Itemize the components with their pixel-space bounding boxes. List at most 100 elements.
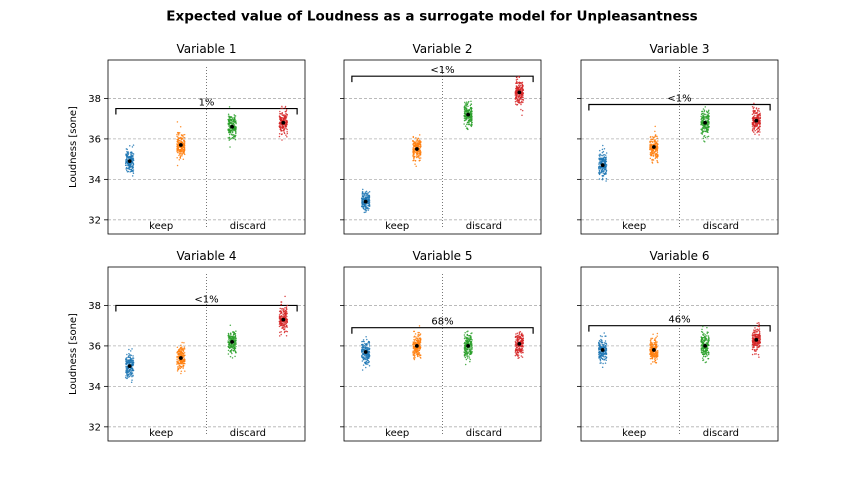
sample-point xyxy=(182,146,185,148)
sample-point xyxy=(704,355,707,358)
sample-point xyxy=(367,341,369,344)
sample-point xyxy=(654,154,657,156)
sample-point xyxy=(705,342,708,344)
sample-point xyxy=(706,111,708,114)
sample-point xyxy=(132,363,135,366)
sample-point xyxy=(601,343,603,345)
sample-point xyxy=(463,337,466,340)
sample-point xyxy=(176,157,178,159)
sample-point xyxy=(701,357,704,359)
sample-point xyxy=(180,138,183,141)
sample-point xyxy=(655,346,658,349)
sample-point xyxy=(282,114,284,117)
sample-point xyxy=(125,359,127,361)
group-label-discard: discard xyxy=(230,221,266,232)
sample-point xyxy=(235,122,237,125)
sample-point xyxy=(704,352,706,354)
sample-point xyxy=(515,342,517,344)
sample-point xyxy=(283,310,285,312)
sample-point xyxy=(235,127,237,130)
sample-point xyxy=(758,328,761,330)
sample-point xyxy=(182,350,184,352)
sample-point xyxy=(463,334,466,336)
sample-point xyxy=(181,365,183,368)
sample-point xyxy=(418,352,420,354)
sample-point xyxy=(368,190,371,193)
sample-point xyxy=(360,349,363,352)
sample-point xyxy=(706,326,708,329)
sample-point xyxy=(518,102,521,104)
sample-point xyxy=(366,196,368,199)
sample-point xyxy=(279,307,281,310)
sample-point xyxy=(754,117,757,120)
sample-point xyxy=(234,333,236,335)
sample-point xyxy=(463,347,466,350)
sample-point xyxy=(757,130,759,133)
sample-point xyxy=(131,372,133,374)
sample-point xyxy=(753,331,756,333)
sample-point xyxy=(656,149,658,152)
sample-point xyxy=(600,161,603,164)
sample-point xyxy=(233,348,236,350)
sample-point xyxy=(700,123,702,126)
sample-point xyxy=(361,360,364,362)
sample-point xyxy=(653,141,656,143)
sample-point xyxy=(514,335,517,338)
point-cloud-series-2 xyxy=(649,332,659,365)
panel-title: Variable 4 xyxy=(176,249,236,263)
sample-point xyxy=(758,332,761,334)
sample-point xyxy=(757,334,760,337)
sample-point xyxy=(127,170,130,173)
sample-point xyxy=(286,121,289,123)
sample-point xyxy=(284,306,286,309)
sample-point xyxy=(752,123,754,125)
sample-point xyxy=(286,128,288,131)
sample-point xyxy=(652,355,655,357)
sample-point xyxy=(418,347,420,349)
sample-point xyxy=(758,325,760,328)
sample-point xyxy=(183,139,185,142)
sample-point xyxy=(471,110,473,113)
sample-point xyxy=(127,156,129,158)
group-label-discard: discard xyxy=(703,428,739,439)
sample-point xyxy=(463,108,466,111)
sample-point xyxy=(700,115,702,118)
sample-point xyxy=(180,152,182,155)
sample-point xyxy=(604,335,606,337)
sample-point xyxy=(183,354,186,357)
sample-point xyxy=(751,343,754,346)
sample-point xyxy=(520,339,523,341)
sample-point xyxy=(367,359,370,362)
sample-point xyxy=(707,335,710,337)
sample-point xyxy=(518,348,520,351)
sample-point xyxy=(286,326,288,328)
sample-point xyxy=(758,121,760,123)
sample-point xyxy=(467,337,469,340)
sample-point xyxy=(228,131,230,134)
sample-point xyxy=(130,170,133,173)
group-label-keep: keep xyxy=(149,221,173,232)
sample-point xyxy=(467,110,470,113)
sample-point xyxy=(177,136,179,138)
sample-point xyxy=(364,356,366,358)
sample-point xyxy=(417,154,420,157)
sample-point xyxy=(182,134,184,136)
sample-point xyxy=(707,110,710,112)
sample-point xyxy=(413,347,415,349)
sample-point xyxy=(178,132,181,134)
sample-point xyxy=(227,123,230,125)
sample-point xyxy=(465,110,468,113)
sample-point xyxy=(520,337,522,340)
sample-point xyxy=(368,350,370,353)
sample-point xyxy=(364,342,366,345)
sample-point xyxy=(130,153,132,155)
sample-point xyxy=(759,114,761,117)
sample-point xyxy=(368,194,370,197)
sample-point xyxy=(464,344,466,346)
sample-point xyxy=(131,368,134,371)
sample-point xyxy=(232,134,234,136)
sample-point xyxy=(280,323,282,325)
sample-point xyxy=(419,142,422,144)
sample-point xyxy=(470,108,472,110)
sample-point xyxy=(125,166,128,169)
